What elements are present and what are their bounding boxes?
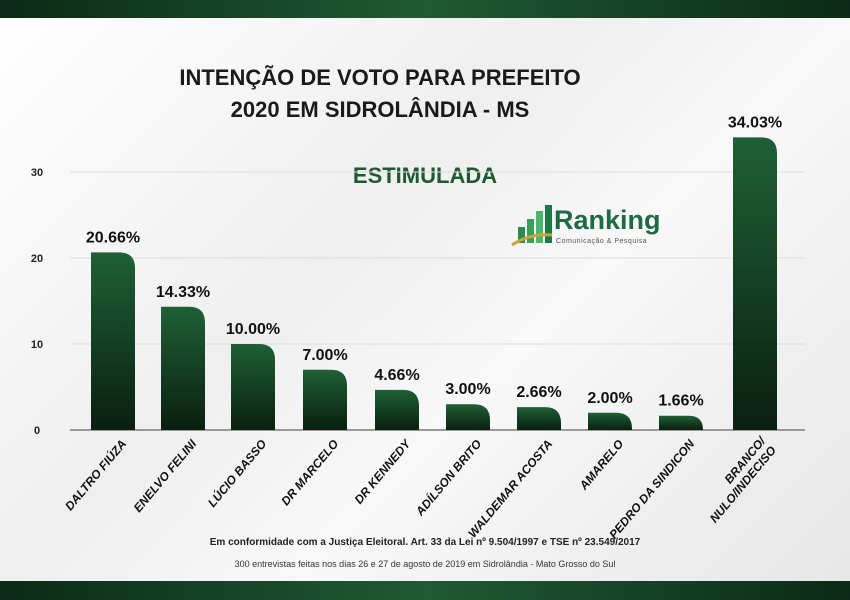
logo-bars-icon: [511, 205, 553, 247]
data-label: 2.00%: [587, 390, 632, 407]
chart-subtitle: ESTIMULADA: [352, 163, 498, 188]
x-tick-label: LÚCIO BASSO: [204, 436, 269, 510]
y-tick-label: 10: [31, 339, 43, 351]
title-line-1: INTENÇÃO DE VOTO PARA PREFEITO: [179, 65, 581, 90]
x-tick-label: DR MARCELO: [278, 436, 341, 508]
data-label: 3.00%: [445, 381, 490, 398]
data-label: 1.66%: [658, 393, 703, 410]
logo-tagline: Comunicação & Pesquisa: [556, 238, 648, 245]
y-tick-label: 0: [34, 425, 40, 437]
chart-title: INTENÇÃO DE VOTO PARA PREFEITO 2020 EM S…: [140, 62, 620, 126]
title-line-2: 2020 EM SIDROLÂNDIA - MS: [230, 97, 530, 122]
bar: [659, 415, 703, 430]
bar: [446, 404, 490, 430]
bar: [303, 369, 347, 430]
x-tick-label: DALTRO FIÚZA: [61, 436, 129, 513]
legal-note: Em conformidade com a Justiça Eleitoral.…: [209, 537, 641, 548]
x-tick-label: ADÍLSON BRITO: [411, 436, 484, 519]
bar: [91, 252, 135, 430]
top-band: [0, 0, 850, 18]
bottom-band: [0, 581, 850, 600]
logo-name: Ranking: [554, 205, 661, 235]
data-label: 7.00%: [302, 347, 347, 364]
data-label: 10.00%: [226, 321, 280, 338]
bar: [588, 412, 632, 430]
data-label: 20.66%: [86, 229, 140, 246]
data-label: 14.33%: [156, 284, 210, 301]
data-label: 2.66%: [516, 384, 561, 401]
data-label: 4.66%: [374, 367, 419, 384]
bar: [375, 389, 419, 430]
x-tick-label: ENELVO FELINI: [131, 436, 200, 514]
bar: [733, 137, 777, 431]
ranking-logo: Ranking Comunicação & Pesquisa: [510, 205, 670, 250]
data-label: 34.03%: [728, 114, 782, 131]
x-tick-label: DR KENNEDY: [352, 436, 414, 507]
bar: [231, 344, 275, 430]
x-tick-label: BRANCO/NULO/INDECISO: [696, 433, 780, 525]
x-tick-label: AMARELO: [576, 436, 627, 493]
bar: [517, 407, 561, 430]
y-tick-label: 30: [31, 167, 43, 179]
bar: [161, 306, 205, 430]
y-tick-label: 20: [31, 253, 43, 265]
method-note: 300 entrevistas feitas nos dias 26 e 27 …: [234, 559, 616, 569]
